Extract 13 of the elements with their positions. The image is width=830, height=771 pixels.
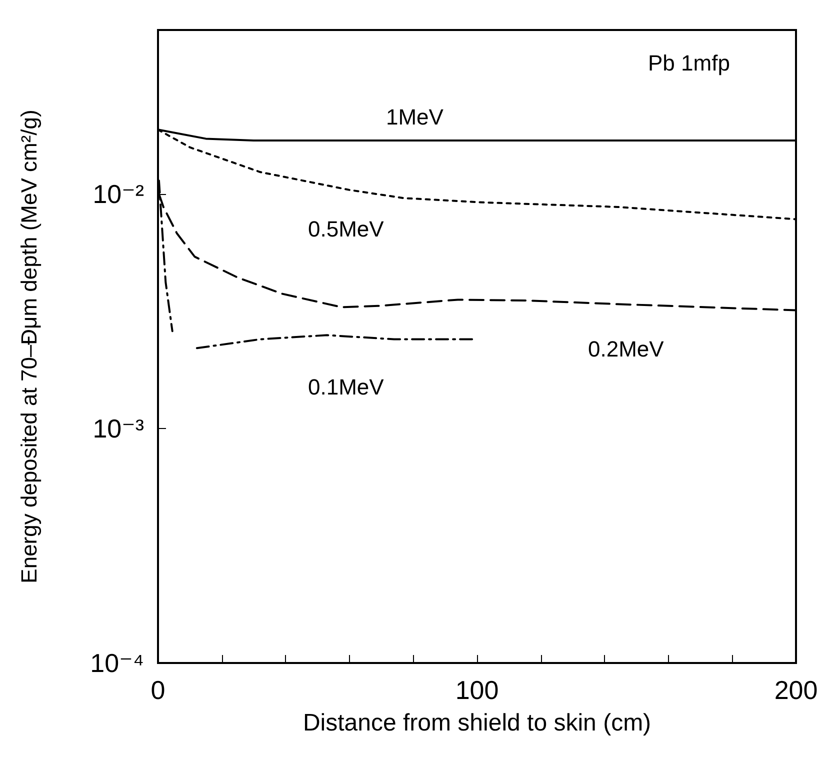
annotation: 1MeV bbox=[386, 104, 444, 130]
annotation: 0.1MeV bbox=[308, 374, 384, 400]
y-tick-label: 10⁻² bbox=[92, 178, 144, 209]
x-tick-label: 0 bbox=[150, 675, 166, 705]
annotation: 0.2MeV bbox=[588, 336, 664, 362]
x-tick-label: 100 bbox=[455, 675, 499, 705]
x-axis-title: Distance from shield to skin (cm) bbox=[302, 710, 652, 736]
y-tick-label: 10⁻⁴ bbox=[90, 648, 144, 678]
x-tick-label: 200 bbox=[774, 675, 818, 705]
y-tick-label: 10⁻³ bbox=[92, 413, 144, 444]
y-axis-title: Energy deposited at 70–Đμm depth (MeV cm²/g) bbox=[16, 110, 42, 584]
annotation: 0.5MeV bbox=[308, 216, 384, 242]
annotation: Pb 1mfp bbox=[648, 50, 730, 76]
